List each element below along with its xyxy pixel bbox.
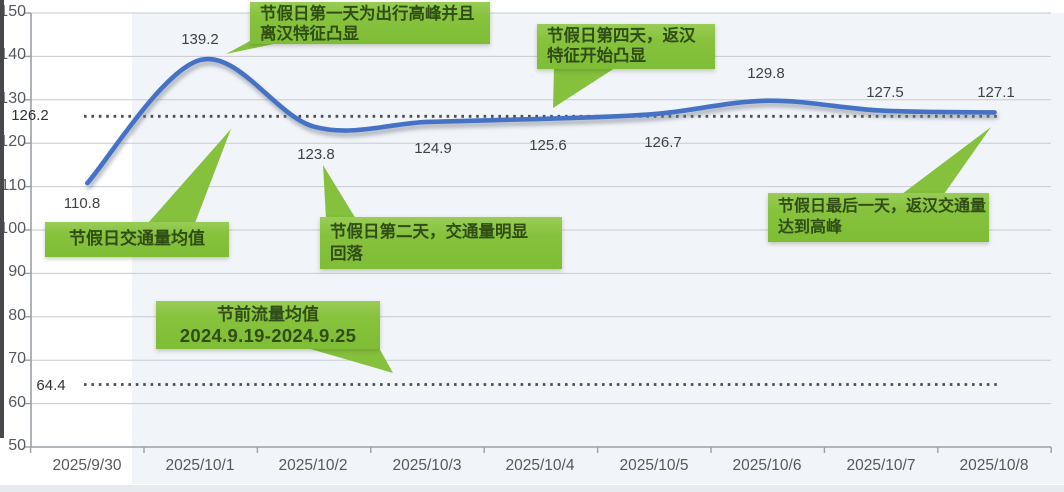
callout-text: 回落 (330, 244, 363, 263)
x-tick-label: 2025/10/2 (278, 457, 348, 474)
callout-text: 2024.9.19-2024.9.25 (179, 325, 357, 346)
callout-text: 离汉特征凸显 (260, 24, 359, 43)
callout-holiday-day1: 节假日第一天为出行高峰并且 离汉特征凸显 (250, 2, 490, 44)
callout-text: 达到高峰 (778, 219, 843, 236)
callout-holiday-last-day: 节假日最后一天，返汉交通量 达到高峰 (768, 193, 989, 242)
callout-text: 节假日第二天，交通量明显 (330, 222, 528, 241)
callout-holiday-average: 节假日交通量均值 (45, 222, 229, 257)
y-tick-label: 80 (8, 307, 26, 324)
data-label: 127.5 (866, 84, 904, 101)
bottom-edge-strip (0, 485, 1064, 492)
data-label: 124.9 (414, 140, 452, 157)
y-tick-label: 90 (8, 263, 26, 280)
data-label: 110.8 (63, 195, 101, 212)
y-tick-label: 140 (0, 46, 26, 63)
x-tick-label: 2025/10/8 (959, 457, 1029, 474)
reference-line-label: 64.4 (36, 377, 66, 394)
x-tick-label: 2025/10/7 (846, 457, 916, 474)
callout-text: 节假日第四天，返汉 (547, 26, 696, 45)
reference-line-label: 126.2 (11, 107, 49, 124)
callout-pre-holiday-average: 节前流量均值 2024.9.19-2024.9.25 (156, 301, 380, 349)
callout-holiday-day4: 节假日第四天，返汉 特征开始凸显 (537, 24, 715, 69)
callout-text: 节前流量均值 (217, 305, 319, 324)
data-label: 139.2 (181, 31, 219, 48)
y-tick-label: 130 (0, 90, 26, 107)
x-tick-label: 2025/10/5 (619, 457, 689, 474)
x-tick-label: 2025/9/30 (52, 457, 122, 474)
data-label: 127.1 (977, 84, 1015, 101)
data-label: 125.6 (529, 137, 567, 154)
x-tick-label: 2025/10/3 (392, 457, 462, 474)
callout-text: 节假日第一天为出行高峰并且 (260, 4, 475, 23)
y-tick-label: 110 (0, 177, 26, 194)
y-tick-label: 120 (0, 133, 26, 150)
x-tick-label: 2025/10/4 (505, 457, 575, 474)
y-tick-label: 100 (0, 220, 26, 237)
y-tick-label: 60 (8, 394, 26, 411)
callout-text: 节假日交通量均值 (69, 229, 205, 248)
y-tick-label: 150 (0, 3, 26, 20)
plot-area-background (132, 13, 1064, 484)
callout-text: 节假日最后一天，返汉交通量 (778, 198, 987, 215)
callout-holiday-day2: 节假日第二天，交通量明显 回落 (320, 217, 562, 269)
window-edge (0, 0, 4, 438)
y-tick-label: 50 (8, 437, 26, 454)
callout-text: 特征开始凸显 (547, 46, 646, 65)
x-tick-label: 2025/10/1 (165, 457, 235, 474)
x-tick-label: 2025/10/6 (732, 457, 802, 474)
data-label: 126.7 (644, 134, 682, 151)
data-label: 123.8 (297, 146, 335, 163)
y-tick-label: 70 (8, 350, 26, 367)
data-label: 129.8 (747, 65, 785, 82)
